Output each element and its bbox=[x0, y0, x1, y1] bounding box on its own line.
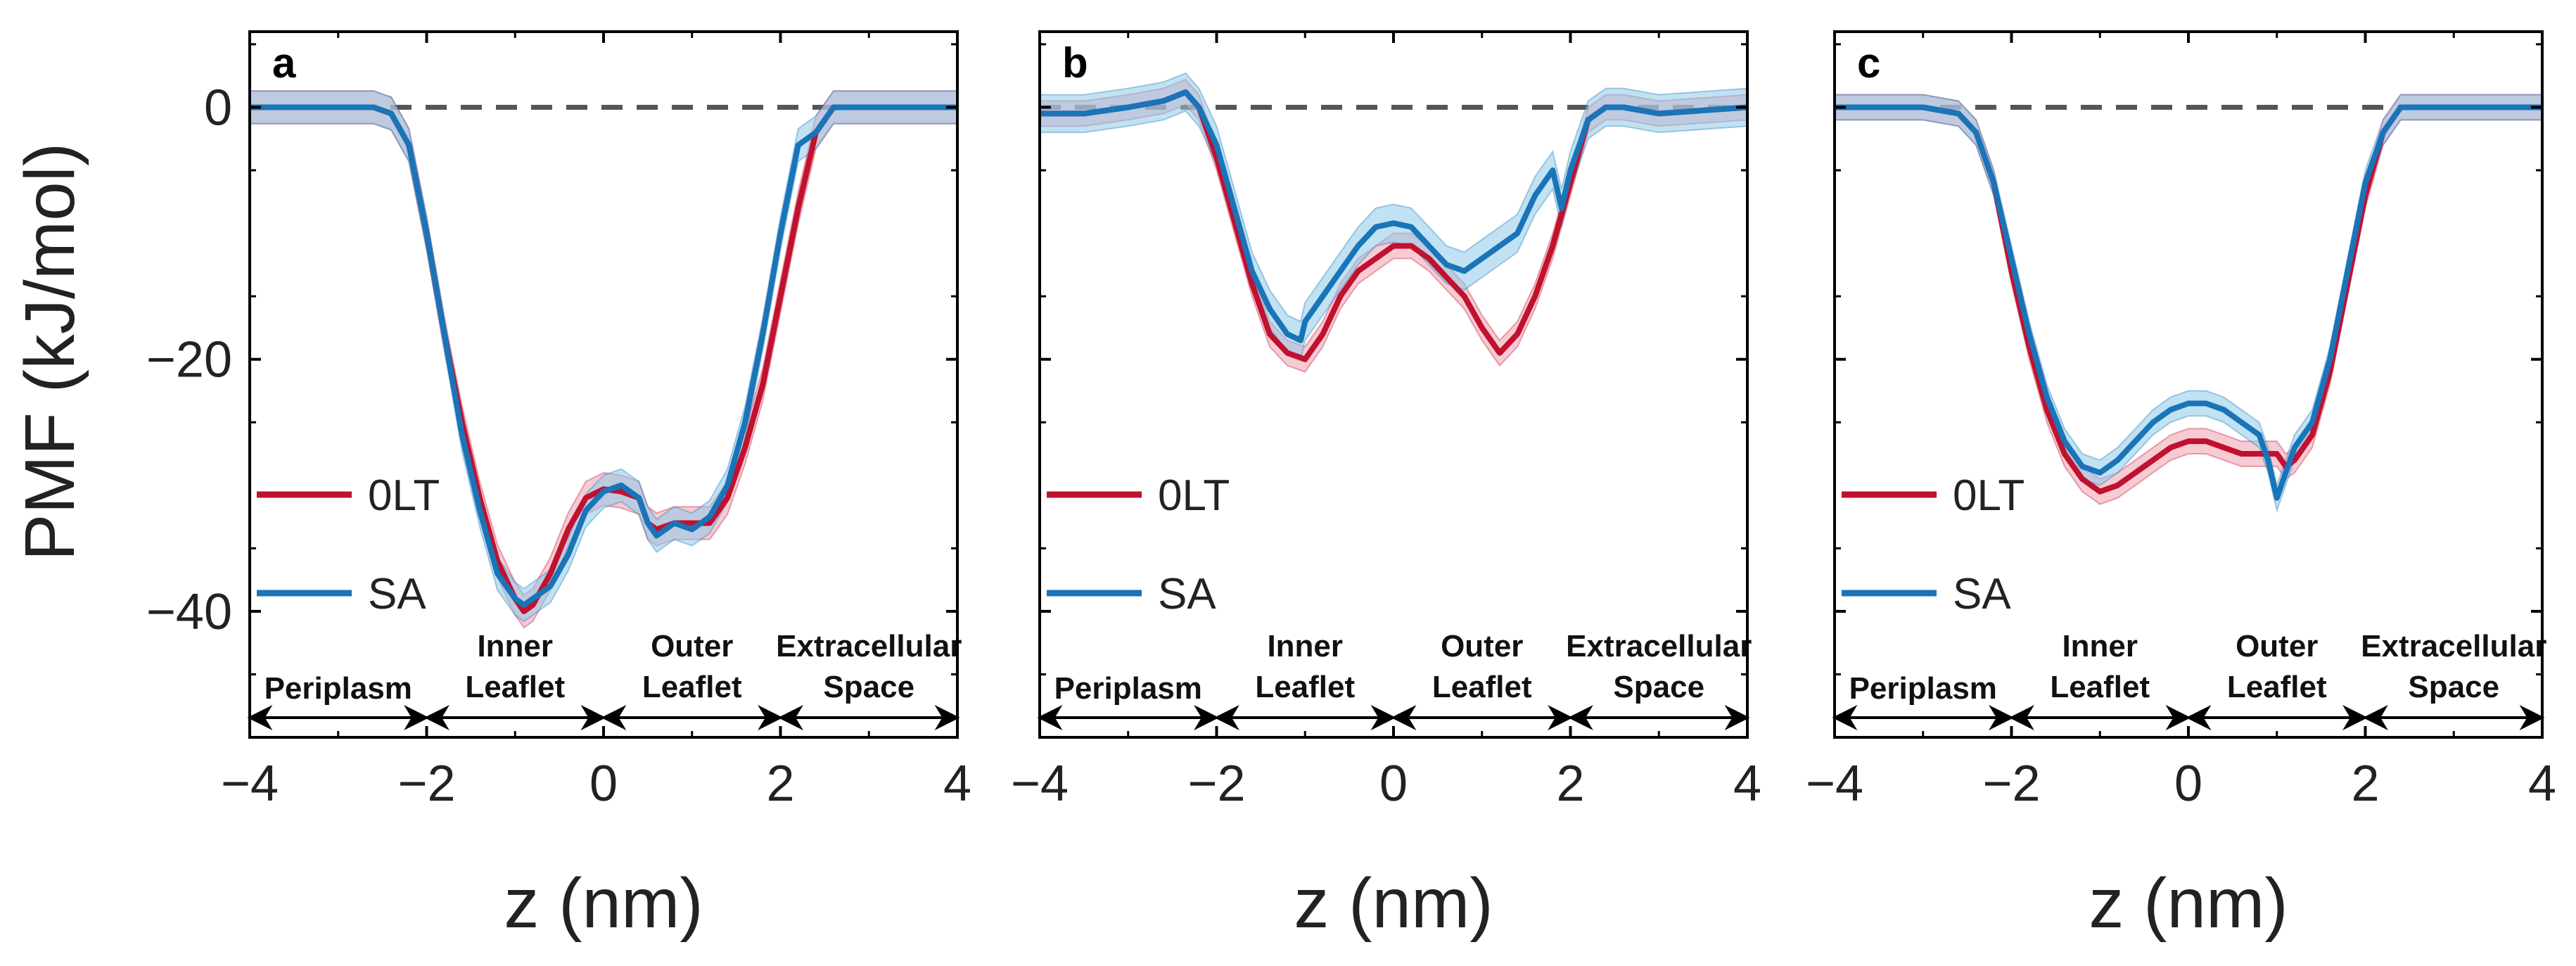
region-label: Space bbox=[2408, 670, 2499, 704]
legend-label-sa: SA bbox=[1158, 570, 1216, 618]
x-axis-title: z (nm) bbox=[1294, 864, 1493, 943]
x-tick-label: 2 bbox=[1556, 756, 1584, 812]
x-tick-label: −4 bbox=[221, 756, 279, 812]
y-tick-label: 0 bbox=[204, 80, 232, 136]
region-label: Leaflet bbox=[642, 670, 742, 704]
x-tick-label: −4 bbox=[1806, 756, 1863, 812]
series-line-sa bbox=[1040, 89, 1748, 343]
region-label: Inner bbox=[2062, 629, 2138, 663]
confidence-band-sa bbox=[249, 90, 958, 623]
y-tick-label: −20 bbox=[146, 332, 232, 388]
region-label: Inner bbox=[477, 629, 553, 663]
series-line-0lt bbox=[250, 104, 957, 614]
x-tick-label: 4 bbox=[1733, 756, 1761, 812]
panel-letter: c bbox=[1857, 39, 1880, 87]
panel-c: Periplasm Inner Leaflet Outer Leaflet Extrace… bbox=[1806, 30, 2556, 943]
panel-a: Periplasm Inner Leaflet Outer Leaflet Extrace… bbox=[146, 30, 971, 943]
panel-letter: b bbox=[1062, 39, 1088, 87]
region-label: Leaflet bbox=[1255, 670, 1355, 704]
region-label: Periplasm bbox=[1054, 671, 1202, 706]
region-label: Leaflet bbox=[465, 670, 565, 704]
region-label: Leaflet bbox=[2050, 670, 2150, 704]
x-tick-label: 4 bbox=[2528, 756, 2556, 812]
x-tick-label: 2 bbox=[2351, 756, 2379, 812]
region-label: Outer bbox=[2236, 629, 2318, 663]
legend-label-0lt: 0LT bbox=[368, 471, 440, 520]
region-label: Outer bbox=[1441, 629, 1523, 663]
region-label: Leaflet bbox=[2227, 670, 2327, 704]
region-label: Extracellular bbox=[1566, 629, 1752, 663]
region-label: Periplasm bbox=[1849, 671, 1997, 706]
region-label: Space bbox=[823, 670, 914, 704]
x-tick-label: −2 bbox=[1982, 756, 2040, 812]
legend-label-0lt: 0LT bbox=[1158, 471, 1230, 520]
panel-letter: a bbox=[272, 39, 296, 87]
region-label: Extracellular bbox=[776, 629, 962, 663]
series-line-sa bbox=[1835, 104, 2542, 501]
x-tick-label: 2 bbox=[766, 756, 794, 812]
x-axis-title: z (nm) bbox=[504, 864, 703, 943]
x-tick-label: −2 bbox=[397, 756, 455, 812]
region-label: Space bbox=[1613, 670, 1704, 704]
y-tick-label: −40 bbox=[146, 584, 232, 640]
x-tick-label: 4 bbox=[943, 756, 971, 812]
x-axis-title: z (nm) bbox=[2089, 864, 2288, 943]
y-axis-title: PMF (kJ/mol) bbox=[11, 143, 89, 561]
panel-b: Periplasm Inner Leaflet Outer Leaflet Extrace… bbox=[1011, 30, 1761, 943]
x-tick-label: 0 bbox=[589, 756, 618, 812]
region-label: Periplasm bbox=[264, 671, 412, 706]
x-tick-label: −4 bbox=[1011, 756, 1069, 812]
x-tick-label: 0 bbox=[1379, 756, 1408, 812]
region-label: Inner bbox=[1267, 629, 1343, 663]
region-label: Outer bbox=[651, 629, 733, 663]
x-tick-label: 0 bbox=[2174, 756, 2202, 812]
legend-label-0lt: 0LT bbox=[1953, 471, 2025, 520]
region-label: Leaflet bbox=[1432, 670, 1532, 704]
x-tick-label: −2 bbox=[1187, 756, 1245, 812]
confidence-band-sa bbox=[1039, 72, 1748, 361]
confidence-band-0lt bbox=[249, 90, 958, 629]
legend-label-sa: SA bbox=[1953, 570, 2011, 618]
legend-label-sa: SA bbox=[368, 570, 426, 618]
series-line-sa bbox=[250, 104, 957, 608]
region-label: Extracellular bbox=[2361, 629, 2546, 663]
